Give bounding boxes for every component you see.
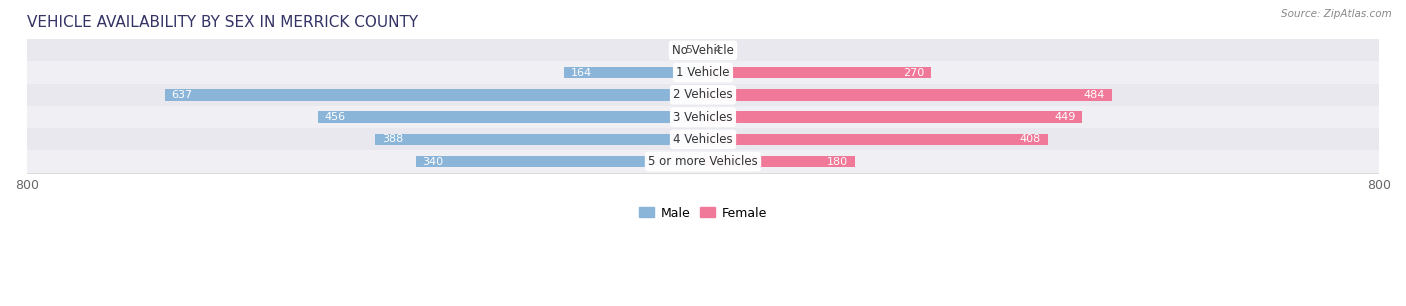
Legend: Male, Female: Male, Female <box>634 202 772 225</box>
Bar <box>318 111 703 123</box>
Bar <box>703 111 1083 123</box>
Text: 449: 449 <box>1054 112 1076 122</box>
Bar <box>703 156 855 167</box>
Text: 4: 4 <box>713 45 720 55</box>
Text: 484: 484 <box>1084 90 1105 100</box>
Text: 3 Vehicles: 3 Vehicles <box>673 110 733 124</box>
Bar <box>27 151 1379 173</box>
Text: 340: 340 <box>422 157 443 166</box>
Text: 408: 408 <box>1019 134 1040 144</box>
Text: 456: 456 <box>325 112 346 122</box>
Bar <box>703 67 931 78</box>
Bar <box>27 128 1379 151</box>
Text: No Vehicle: No Vehicle <box>672 44 734 57</box>
Bar <box>375 133 703 145</box>
Bar <box>27 84 1379 106</box>
Text: Source: ZipAtlas.com: Source: ZipAtlas.com <box>1281 9 1392 19</box>
Bar <box>27 62 1379 84</box>
Bar <box>699 45 703 56</box>
Text: 388: 388 <box>382 134 404 144</box>
Text: 180: 180 <box>827 157 848 166</box>
Text: 637: 637 <box>172 90 193 100</box>
Bar <box>27 39 1379 62</box>
Bar <box>703 89 1112 101</box>
Bar <box>416 156 703 167</box>
Text: 2 Vehicles: 2 Vehicles <box>673 88 733 101</box>
Text: 1 Vehicle: 1 Vehicle <box>676 66 730 79</box>
Text: 5: 5 <box>685 45 692 55</box>
Bar <box>703 133 1047 145</box>
Text: 164: 164 <box>571 68 592 78</box>
Text: 270: 270 <box>903 68 924 78</box>
Text: VEHICLE AVAILABILITY BY SEX IN MERRICK COUNTY: VEHICLE AVAILABILITY BY SEX IN MERRICK C… <box>27 15 418 30</box>
Bar <box>27 106 1379 128</box>
Text: 4 Vehicles: 4 Vehicles <box>673 133 733 146</box>
Bar <box>564 67 703 78</box>
Text: 5 or more Vehicles: 5 or more Vehicles <box>648 155 758 168</box>
Bar <box>703 45 706 56</box>
Bar <box>165 89 703 101</box>
